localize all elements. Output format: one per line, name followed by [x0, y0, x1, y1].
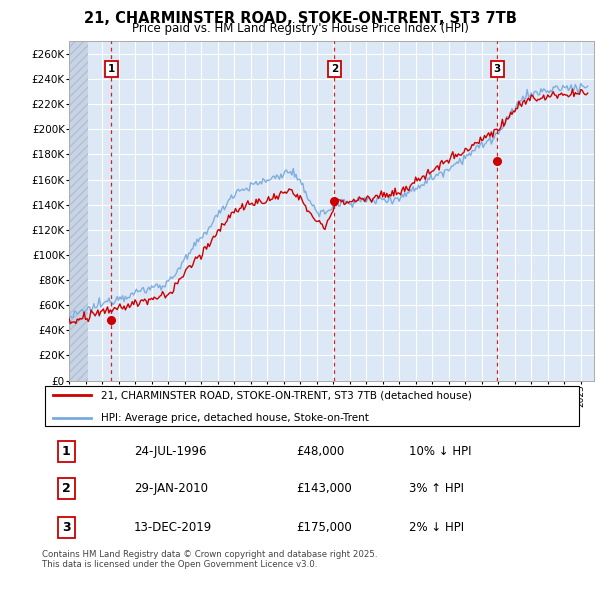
- Text: 2: 2: [62, 481, 71, 495]
- Text: Contains HM Land Registry data © Crown copyright and database right 2025.
This d: Contains HM Land Registry data © Crown c…: [42, 550, 377, 569]
- Text: 2% ↓ HPI: 2% ↓ HPI: [409, 521, 464, 534]
- Text: 21, CHARMINSTER ROAD, STOKE-ON-TRENT, ST3 7TB: 21, CHARMINSTER ROAD, STOKE-ON-TRENT, ST…: [83, 11, 517, 25]
- Text: 1: 1: [107, 64, 115, 74]
- Text: 2: 2: [331, 64, 338, 74]
- Text: HPI: Average price, detached house, Stoke-on-Trent: HPI: Average price, detached house, Stok…: [101, 413, 369, 423]
- Text: £48,000: £48,000: [296, 445, 344, 458]
- Text: 3% ↑ HPI: 3% ↑ HPI: [409, 481, 464, 495]
- Text: 24-JUL-1996: 24-JUL-1996: [134, 445, 206, 458]
- Text: £143,000: £143,000: [296, 481, 352, 495]
- Bar: [69, 41, 88, 381]
- Text: 13-DEC-2019: 13-DEC-2019: [134, 521, 212, 534]
- Text: 29-JAN-2010: 29-JAN-2010: [134, 481, 208, 495]
- Text: 3: 3: [494, 64, 501, 74]
- Text: £175,000: £175,000: [296, 521, 352, 534]
- Text: 3: 3: [62, 521, 71, 534]
- Text: 10% ↓ HPI: 10% ↓ HPI: [409, 445, 472, 458]
- Text: Price paid vs. HM Land Registry's House Price Index (HPI): Price paid vs. HM Land Registry's House …: [131, 22, 469, 35]
- Text: 1: 1: [62, 445, 71, 458]
- Text: 21, CHARMINSTER ROAD, STOKE-ON-TRENT, ST3 7TB (detached house): 21, CHARMINSTER ROAD, STOKE-ON-TRENT, ST…: [101, 391, 472, 401]
